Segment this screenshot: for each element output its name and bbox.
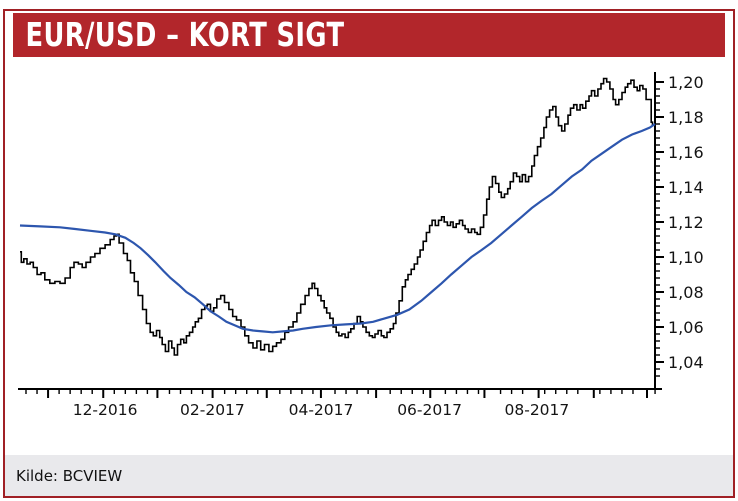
price-line-series [20,77,654,356]
y-axis-label: 1,06 [668,318,704,337]
source-label: Kilde: BCVIEW [16,466,123,485]
x-axis-label: 12-2016 [73,401,138,419]
x-axis-label: 06-2017 [397,401,462,419]
page-title: EUR/USD – KORT SIGT [25,15,345,54]
y-axis-label: 1,18 [668,108,704,127]
x-axis-label: 02-2017 [180,401,245,419]
x-axis-label: 04-2017 [289,401,354,419]
y-axis-label: 1,14 [668,178,704,197]
y-axis-label: 1,08 [668,283,704,302]
chart-frame: EUR/USD – KORT SIGT 12-2016 02-2017 04-201… [3,9,735,498]
y-axis-label: 1,12 [668,213,704,232]
x-axis-label: 08-2017 [505,401,570,419]
y-axis-label: 1,20 [668,73,704,92]
title-bar: EUR/USD – KORT SIGT [13,13,725,57]
y-axis-label: 1,10 [668,248,704,267]
price-chart: 12-2016 02-2017 04-2017 06-2017 08-2017 1,20 1… [5,59,733,455]
y-axis-label: 1,04 [668,353,704,372]
plot-canvas: 12-2016 02-2017 04-2017 06-2017 08-2017 1,20 1… [18,72,704,419]
moving-average-series [19,123,656,334]
source-bar: Kilde: BCVIEW [5,455,733,496]
y-axis-label: 1,16 [668,143,704,162]
